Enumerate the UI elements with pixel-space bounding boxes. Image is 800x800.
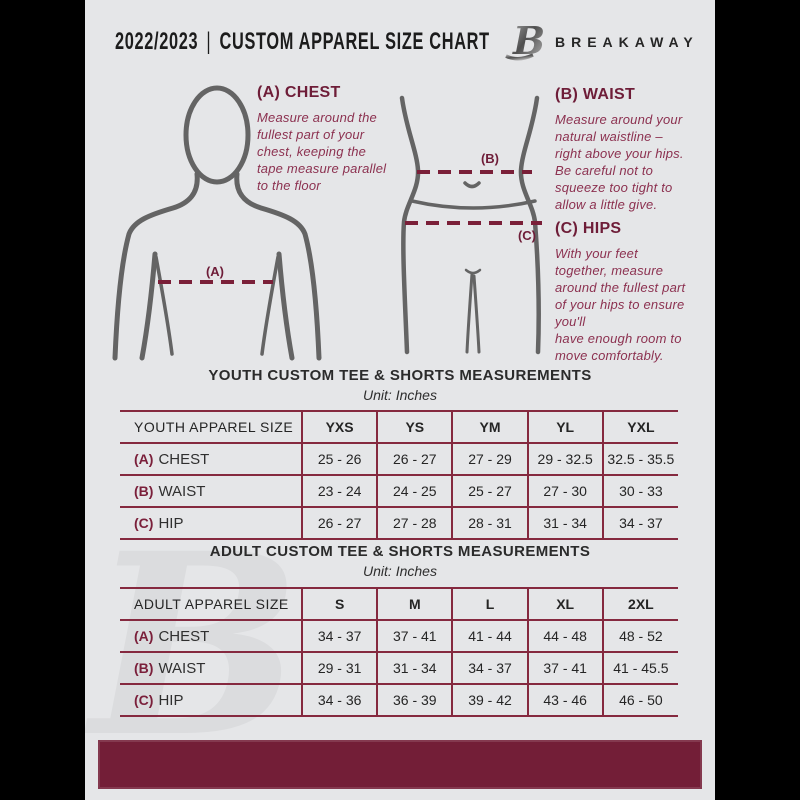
title-separator: | xyxy=(206,28,212,55)
row-label-cell: (A) CHEST xyxy=(120,442,303,475)
row-label: HIP xyxy=(158,514,184,532)
measurement-cell: 34 - 37 xyxy=(601,506,678,540)
adult-header-row: ADULT APPAREL SIZE S M L XL 2XL xyxy=(120,587,678,620)
row-key: (A) xyxy=(134,627,154,644)
measurement-cell: 44 - 48 xyxy=(526,619,603,652)
adult-section-title: ADULT CUSTOM TEE & SHORTS MEASUREMENTS xyxy=(209,543,591,560)
breakaway-logo-icon: B xyxy=(503,18,549,66)
adult-waist-row: (B) WAIST 29 - 31 31 - 34 34 - 37 37 - 41… xyxy=(120,651,678,684)
youth-waist-row: (B) WAIST 23 - 24 24 - 25 25 - 27 27 - 30… xyxy=(120,474,678,507)
waist-line-label: (B) xyxy=(481,151,499,166)
row-key: (B) xyxy=(134,482,154,499)
adult-unit-label: Unit: Inches xyxy=(363,563,437,579)
youth-chest-row: (A) CHEST 25 - 26 26 - 27 27 - 29 29 - 32… xyxy=(120,442,678,475)
measurement-figures: (A) (B) (C) xyxy=(112,85,542,361)
youth-section-title: YOUTH CUSTOM TEE & SHORTS MEASUREMENTS xyxy=(208,367,592,384)
adult-hip-row: (C) HIP 34 - 36 36 - 39 39 - 42 43 - 46 4… xyxy=(120,683,678,717)
measurement-cell: 25 - 26 xyxy=(301,442,378,475)
measurement-cell: 29 - 32.5 xyxy=(526,442,603,475)
measurement-cell: 34 - 37 xyxy=(301,619,378,652)
measurement-cell: 37 - 41 xyxy=(526,651,603,684)
measurement-cell: 27 - 28 xyxy=(376,506,453,540)
hip-line-label: (C) xyxy=(518,228,536,243)
measurement-dashed-lines xyxy=(158,170,542,284)
row-label-cell: (C) HIP xyxy=(120,683,303,717)
chest-line-label: (A) xyxy=(206,264,224,279)
size-column-header: YXL xyxy=(601,410,678,443)
measurement-cell: 39 - 42 xyxy=(451,683,528,717)
waist-body-text: Measure around your natural waistline – … xyxy=(555,112,684,212)
size-column-header: S xyxy=(301,587,378,620)
season-label: 2022/2023 xyxy=(115,28,199,55)
row-key: (C) xyxy=(134,514,154,531)
measurement-cell: 34 - 36 xyxy=(301,683,378,717)
size-column-header: YS xyxy=(376,410,453,443)
measurement-cell: 26 - 27 xyxy=(301,506,378,540)
measurement-cell: 41 - 45.5 xyxy=(601,651,678,684)
row-label: CHEST xyxy=(158,627,210,645)
row-label-cell: (C) HIP xyxy=(120,506,303,540)
page-title: 2022/2023 | CUSTOM APPAREL SIZE CHART xyxy=(115,28,490,56)
chart-title: CUSTOM APPAREL SIZE CHART xyxy=(219,28,490,55)
adult-size-header-cell: ADULT APPAREL SIZE xyxy=(120,587,303,620)
row-key: (B) xyxy=(134,659,154,676)
measurement-cell: 46 - 50 xyxy=(601,683,678,717)
measurement-cell: 23 - 24 xyxy=(301,474,378,507)
measurement-cell: 41 - 44 xyxy=(451,619,528,652)
measurement-cell: 29 - 31 xyxy=(301,651,378,684)
row-label: CHEST xyxy=(158,450,210,468)
row-key: (A) xyxy=(134,450,154,467)
size-column-header: YXS xyxy=(301,410,378,443)
adult-size-table: ADULT APPAREL SIZE S M L XL 2XL (A) CHEST… xyxy=(120,587,678,717)
chest-instructions: (A) CHEST Measure around the fullest par… xyxy=(257,84,417,194)
row-label-cell: (A) CHEST xyxy=(120,619,303,652)
measurement-cell: 27 - 29 xyxy=(451,442,528,475)
row-label: HIP xyxy=(158,691,184,709)
row-label-cell: (B) WAIST xyxy=(120,474,303,507)
measurement-cell: 48 - 52 xyxy=(601,619,678,652)
measurement-cell: 27 - 30 xyxy=(526,474,603,507)
chest-figure xyxy=(112,85,322,361)
size-column-header: M xyxy=(376,587,453,620)
measurement-cell: 37 - 41 xyxy=(376,619,453,652)
measurement-cell: 32.5 - 35.5 xyxy=(601,442,678,475)
waist-heading: (B) WAIST xyxy=(555,86,636,103)
measurement-cell: 24 - 25 xyxy=(376,474,453,507)
size-chart-page: 2022/2023 | CUSTOM APPAREL SIZE CHART B BR… xyxy=(85,0,715,800)
measurement-cell: 25 - 27 xyxy=(451,474,528,507)
size-column-header: XL xyxy=(526,587,603,620)
row-label-cell: (B) WAIST xyxy=(120,651,303,684)
hips-instructions: (C) HIPS With your feet together, measur… xyxy=(555,220,715,364)
chest-heading: (A) CHEST xyxy=(257,84,341,101)
footer-accent-bar xyxy=(98,740,702,789)
row-label: WAIST xyxy=(158,659,206,677)
measurement-cell: 26 - 27 xyxy=(376,442,453,475)
size-column-header: YM xyxy=(451,410,528,443)
waist-instructions: (B) WAIST Measure around your natural wa… xyxy=(555,86,715,213)
hips-heading: (C) HIPS xyxy=(555,220,622,237)
waist-hip-figure xyxy=(399,95,541,355)
youth-hip-row: (C) HIP 26 - 27 27 - 28 28 - 31 31 - 34 3… xyxy=(120,506,678,540)
measurement-cell: 43 - 46 xyxy=(526,683,603,717)
chest-body-text: Measure around the fullest part of your … xyxy=(257,110,387,193)
youth-size-header-cell: YOUTH APPAREL SIZE xyxy=(120,410,303,443)
size-column-header: 2XL xyxy=(601,587,678,620)
youth-size-table: YOUTH APPAREL SIZE YXS YS YM YL YXL (A) C… xyxy=(120,410,678,540)
hips-body-text: With your feet together, measure around … xyxy=(555,246,686,363)
measurement-cell: 30 - 33 xyxy=(601,474,678,507)
brand-name: BREAKAWAY xyxy=(555,34,699,50)
measurement-cell: 31 - 34 xyxy=(526,506,603,540)
measurement-cell: 36 - 39 xyxy=(376,683,453,717)
row-label: WAIST xyxy=(158,482,206,500)
measurement-cell: 31 - 34 xyxy=(376,651,453,684)
size-column-header: YL xyxy=(526,410,603,443)
measurement-cell: 34 - 37 xyxy=(451,651,528,684)
youth-unit-label: Unit: Inches xyxy=(363,387,437,403)
youth-header-row: YOUTH APPAREL SIZE YXS YS YM YL YXL xyxy=(120,410,678,443)
size-column-header: L xyxy=(451,587,528,620)
measurement-cell: 28 - 31 xyxy=(451,506,528,540)
row-key: (C) xyxy=(134,691,154,708)
adult-chest-row: (A) CHEST 34 - 37 37 - 41 41 - 44 44 - 48… xyxy=(120,619,678,652)
